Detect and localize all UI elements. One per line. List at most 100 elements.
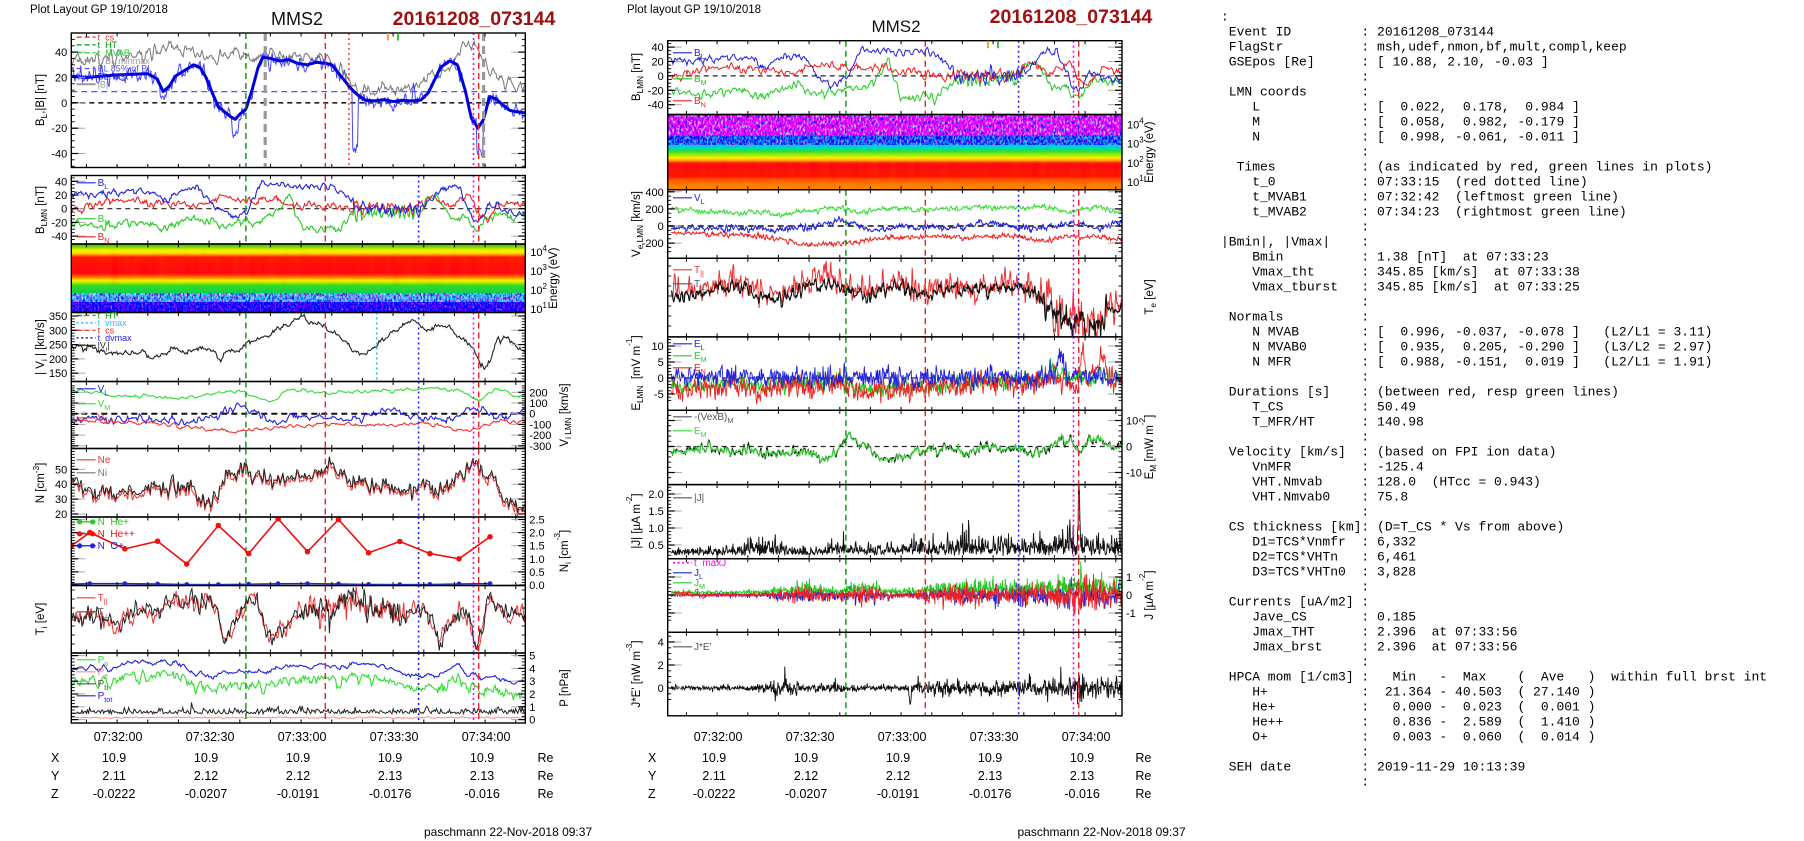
svg-text:T⟂: T⟂ [98,607,109,620]
svg-text:2.12: 2.12 [194,769,218,783]
svg-text:0: 0 [529,715,535,727]
svg-text:t vmax: t vmax [98,318,128,328]
svg-text:VL: VL [98,384,109,397]
svg-text:N MVAB0 : [ 0.935, 0.2: N MVAB0 : [ 0.935, 0.205, -0.290 ] (L3/L… [1221,340,1712,355]
svg-text:-200: -200 [642,238,664,250]
svg-text:-300: -300 [529,441,551,453]
svg-text:2.5: 2.5 [529,515,544,527]
svg-text:Ni: Ni [98,468,107,479]
svg-text:Ne: Ne [98,455,111,466]
svg-text:Re: Re [1135,769,1151,783]
svg-text:VHT.Nmvab : 128.0 (HTcc =: VHT.Nmvab : 128.0 (HTcc = 0.943) [1221,475,1541,490]
svg-text::: : [1221,430,1369,445]
svg-text:VHT.Nmvab0 : 75.8: VHT.Nmvab0 : 75.8 [1221,490,1408,505]
svg-text:0: 0 [61,98,67,110]
svg-text:07:32:30: 07:32:30 [786,730,835,744]
svg-text:Bmin : 1.38 [nT] at: Bmin : 1.38 [nT] at 07:33:23 [1221,250,1549,265]
svg-text:N : [ 0.998, -0.0: N : [ 0.998, -0.061, -0.011 ] [1221,130,1580,145]
svg-text:350: 350 [49,311,67,323]
svg-text:0: 0 [658,221,664,233]
svg-text:0.5: 0.5 [648,540,663,552]
svg-text:5: 5 [529,651,535,663]
svg-text::: : [1221,655,1369,670]
svg-text:Z: Z [648,787,656,801]
svg-text:-20: -20 [51,217,67,229]
svg-text:10.9: 10.9 [286,751,310,765]
svg-text::: : [1221,10,1229,25]
svg-text::: : [1221,745,1369,760]
svg-text:2.11: 2.11 [102,769,125,783]
svg-text:1.5: 1.5 [648,506,663,518]
svg-text:0: 0 [529,409,535,421]
svg-text:10.9: 10.9 [886,751,910,765]
svg-text:t cs: t cs [98,32,115,42]
svg-text:BL: BL [98,178,109,191]
svg-text:20: 20 [55,72,67,84]
svg-text:5: 5 [658,357,664,369]
svg-text:|Bmin|, |Vmax| :: |Bmin|, |Vmax| : [1221,235,1369,250]
svg-text:M : [ 0.058, 0.9: M : [ 0.058, 0.982, -0.179 ] [1221,115,1580,130]
svg-text:t HT: t HT [98,311,118,321]
svg-text:10.9: 10.9 [194,751,218,765]
svg-text:10: 10 [651,341,663,353]
svg-text:HPCA mom [1/cm3] : Min -: HPCA mom [1/cm3] : Min - Max ( Ave ) wit… [1221,670,1767,685]
svg-text:VM: VM [98,399,111,412]
svg-text:Pb: Pb [98,679,109,692]
svg-text:O+ : 0.003 - 0.0: O+ : 0.003 - 0.060 ( 0.014 ) [1221,730,1595,745]
svg-text:t_MVAB2 : 07:34:23 (rig: t_MVAB2 : 07:34:23 (rightmost green line… [1221,205,1627,220]
svg-text:D3=TCS*VHTn0 : 3,828: D3=TCS*VHTn0 : 3,828 [1221,565,1416,580]
svg-text:-20: -20 [648,85,664,97]
svg-text:1: 1 [529,702,535,714]
svg-text:Energy (eV): Energy (eV) [1144,121,1156,183]
svg-text:Vmax_tht : 345.85 [km/s]: Vmax_tht : 345.85 [km/s] at 07:33:38 [1221,265,1580,280]
svg-text:-0.016: -0.016 [464,787,499,801]
svg-text:t_MVAB1 : 07:32:42 (lef: t_MVAB1 : 07:32:42 (leftmost green line) [1221,190,1619,205]
svg-text:Re: Re [1135,751,1151,765]
svg-text:1: 1 [1126,572,1132,584]
svg-text:10.9: 10.9 [378,751,402,765]
svg-text:-0.0207: -0.0207 [185,787,227,801]
svg-text:N MFR : [ 0.988, -0.1: N MFR : [ 0.988, -0.151, 0.019 ] (L2/L1 … [1221,355,1712,370]
svg-text:100: 100 [529,398,547,410]
svg-text::: : [1221,220,1369,235]
svg-text:40: 40 [651,42,663,54]
svg-text:-0.0176: -0.0176 [369,787,411,801]
svg-text:Pe: Pe [98,667,109,680]
svg-text:200: 200 [529,387,547,399]
svg-text:J*E': J*E' [694,642,712,653]
svg-text:10.9: 10.9 [1070,751,1094,765]
svg-text:X: X [51,751,60,765]
svg-text:BLMN [nT]: BLMN [nT] [35,186,49,234]
svg-text::: : [1221,295,1369,310]
svg-text:D1=TCS*Vnmfr : 6,332: D1=TCS*Vnmfr : 6,332 [1221,535,1416,550]
svg-text:30: 30 [55,494,67,506]
svg-text:10.9: 10.9 [102,751,126,765]
svg-text:Z: Z [51,787,59,801]
svg-text:FlagStr : msh,udef,nm: FlagStr : msh,udef,nmon,bf,mult,compl,ke… [1221,40,1627,55]
svg-text:2.13: 2.13 [978,769,1002,783]
svg-text:250: 250 [49,340,67,352]
svg-text:1.0: 1.0 [529,554,544,566]
svg-text:20: 20 [651,57,663,69]
svg-text:Vmax_tburst : 345.85 [km/s]: Vmax_tburst : 345.85 [km/s] at 07:33:25 [1221,280,1580,295]
svg-text:07:34:00: 07:34:00 [1062,730,1111,744]
svg-text:Ti [eV]: Ti [eV] [35,603,49,636]
svg-text:EM: EM [694,351,707,364]
svg-text:07:32:30: 07:32:30 [186,730,235,744]
svg-text:0: 0 [658,373,664,385]
svg-text:|J|: |J| [694,493,704,504]
svg-text:L : [ 0.022, 0.1: L : [ 0.022, 0.178, 0.984 ] [1221,100,1580,115]
svg-text:Currents [uA/m2] :: Currents [uA/m2] : [1221,595,1369,610]
svg-text:0.5: 0.5 [529,567,544,579]
svg-text:T_MFR/HT : 140.98: T_MFR/HT : 140.98 [1221,415,1424,430]
svg-text:-0.0222: -0.0222 [93,787,135,801]
svg-text:-(VexB)M: -(VexB)M [694,412,733,425]
svg-text:VN: VN [98,413,110,426]
svg-text:0.0: 0.0 [529,580,544,592]
svg-text:Jmax_THT : 2.396 at 07:3: Jmax_THT : 2.396 at 07:33:56 [1221,625,1517,640]
svg-text:|B|: |B| [98,79,109,89]
svg-text:Jmax_brst : 2.396 at 07:3: Jmax_brst : 2.396 at 07:33:56 [1221,640,1517,655]
svg-text:3: 3 [529,676,535,688]
svg-text::: : [1221,145,1369,160]
svg-text:07:32:00: 07:32:00 [94,730,143,744]
